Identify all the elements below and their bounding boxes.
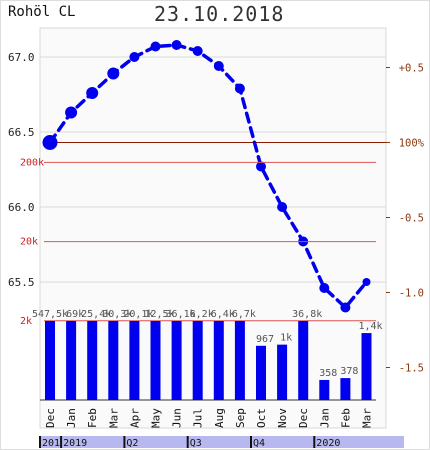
month-tick-label: Jan [65,408,78,428]
volume-data-label: 378 [340,366,358,377]
volume-bar [298,321,309,400]
curve-point [234,83,245,94]
volume-bar [87,321,98,400]
month-tick-label: May [150,408,163,428]
volume-bar [277,344,288,400]
chart-date: 23.10.2018 [154,2,285,26]
curve-point [42,135,58,150]
volume-bar [108,321,119,400]
percent-tick-label: 100% [399,138,425,150]
volume-bar [150,321,161,400]
volume-data-label: 36,8k [292,309,322,320]
volume-bar [256,345,266,400]
percent-tick-label: -1.0 [399,288,424,300]
month-tick-label: Aug [213,408,226,428]
volume-bar [213,321,224,400]
volume-bar [66,321,77,400]
timeline-band [40,436,404,448]
volume-data-label: 12,5k [144,309,174,320]
volume-data-label: 36,1k [166,309,196,320]
timeline-label: Q2 [126,438,138,449]
price-tick-label: 65.5 [8,276,35,289]
timeline-label: 201 [42,438,60,449]
price-tick-label: 67.0 [8,51,35,64]
curve-point [362,278,371,286]
timeline-label: Q3 [190,438,202,449]
volume-data-label: 6,7k [232,309,256,320]
month-tick-label: Sep [234,408,247,428]
timeline-label: 2019 [63,438,87,449]
volume-data-label: 1,4k [358,321,382,332]
month-tick-label: Dec [297,408,310,428]
curve-point [277,202,288,212]
price-tick-label: 66.5 [8,126,35,139]
curve-point [319,283,330,293]
volume-data-label: 20,1k [123,309,153,320]
month-tick-label: Jul [192,408,205,428]
volume-tick-label: 200k [20,157,44,168]
curve-point [150,41,161,52]
volume-data-label: 30,3k [102,309,132,320]
month-tick-label: Feb [339,408,352,428]
volume-bar [129,321,140,400]
volume-tick-label: 2k [20,316,32,327]
curve-point [171,40,182,50]
month-tick-label: Jan [318,408,331,428]
chart-title: Rohöl CL [8,4,76,20]
month-tick-label: Dec [44,408,57,428]
volume-data-label: 1k [280,333,292,344]
volume-bar [171,321,182,400]
month-tick-label: Jun [171,408,184,428]
volume-tick-label: 20k [20,237,38,248]
curve-point [129,52,140,62]
curve-point [213,61,224,71]
curve-point [192,46,203,56]
curve-point [256,161,266,172]
volume-bar [340,378,351,400]
month-tick-label: Mar [107,408,120,428]
curve-point [65,106,78,119]
timeline-label: Q4 [253,438,265,449]
price-tick-label: 66.0 [8,201,35,214]
month-tick-label: Feb [86,408,99,428]
percent-tick-label: -0.5 [399,213,424,225]
percent-tick-label: -1.5 [399,363,424,375]
volume-data-label: 547,5k [32,309,68,320]
month-tick-label: Nov [276,408,289,428]
month-tick-label: Mar [361,408,374,428]
month-tick-label: Apr [128,408,141,428]
curve-point [340,302,351,313]
percent-tick-label: +0.5 [399,63,424,75]
month-tick-label: Oct [255,408,268,428]
volume-bar [234,321,245,400]
timeline-label: 2020 [316,438,340,449]
volume-data-label: 69k [66,309,84,320]
volume-data-label: 6,4k [211,309,235,320]
curve-point [86,87,99,99]
volume-bar [319,379,330,400]
volume-bar [45,321,55,400]
volume-data-label: 967 [256,334,274,345]
futures-curve-line [48,43,369,311]
volume-bar [192,321,203,400]
volume-data-label: 6,2k [190,309,214,320]
volume-data-label: 25,4k [81,309,111,320]
volume-bar [361,333,372,400]
curve-point [107,67,120,80]
volume-data-label: 358 [319,368,337,379]
